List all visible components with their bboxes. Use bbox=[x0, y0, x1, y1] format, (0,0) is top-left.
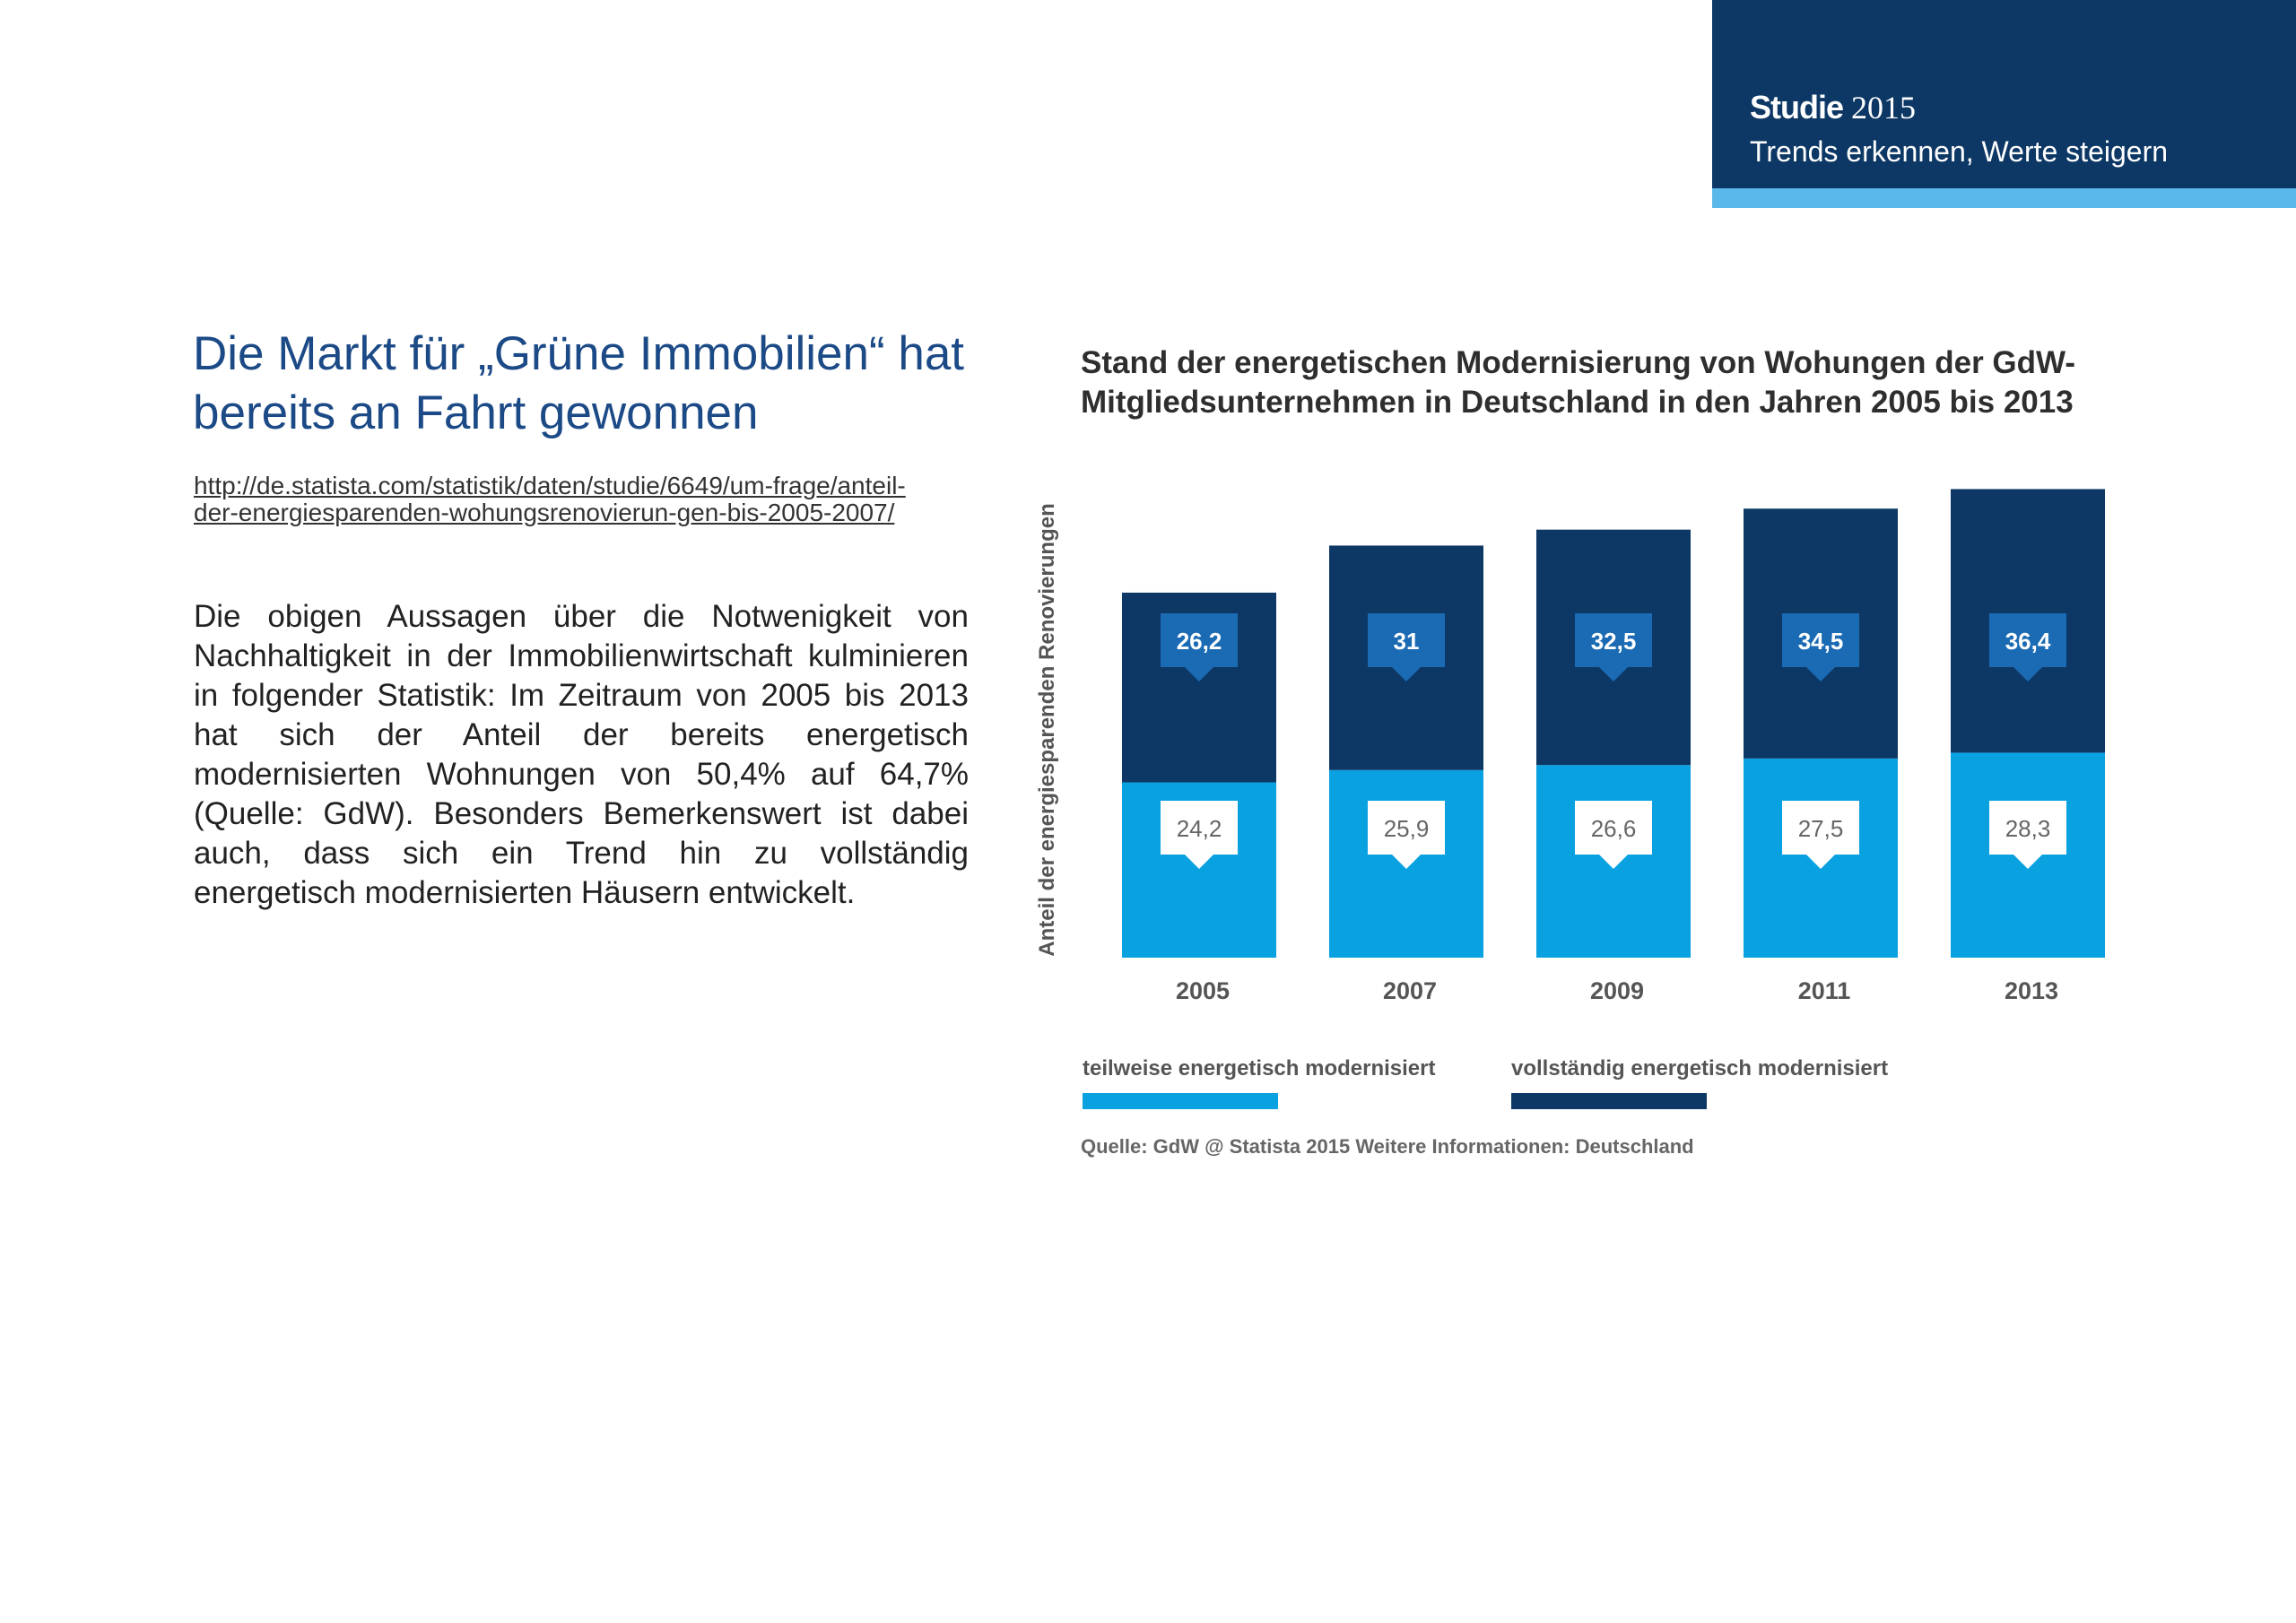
stacked-bar-chart: Anteil der energiesparenden Renovierunge… bbox=[1035, 489, 2105, 1004]
data-label-full-2013-text: 36,4 bbox=[2005, 628, 2051, 655]
x-tick-2009: 2009 bbox=[1590, 977, 1644, 1004]
y-axis-label: Anteil der energiesparenden Renovierunge… bbox=[1035, 503, 1059, 956]
chart-source: Quelle: GdW @ Statista 2015 Weitere Info… bbox=[1081, 1135, 1694, 1158]
data-label-partial-2013-text: 28,3 bbox=[2005, 815, 2051, 842]
data-label-full-2005-box bbox=[1161, 613, 1238, 681]
study-title-year: 2015 bbox=[1851, 90, 1917, 126]
data-label-full-2009-text: 32,5 bbox=[1591, 628, 1637, 655]
page-headline: Die Markt für „Grüne Immobilien“ hat ber… bbox=[193, 327, 965, 439]
data-label-partial-2007-text: 25,9 bbox=[1384, 815, 1430, 842]
x-tick-2013: 2013 bbox=[2005, 977, 2058, 1004]
data-label-partial-2013-box bbox=[1989, 801, 2066, 869]
brand-accent-stripe bbox=[1712, 188, 2296, 208]
data-label-full-2011-text: 34,5 bbox=[1798, 628, 1844, 655]
data-label-partial-2011-text: 27,5 bbox=[1798, 815, 1844, 842]
data-label-partial-2005-box bbox=[1161, 801, 1238, 869]
study-subtitle: Trends erkennen, Werte steigern bbox=[1750, 135, 2169, 168]
data-label-full-2009-box bbox=[1575, 613, 1652, 681]
x-tick-2007: 2007 bbox=[1383, 977, 1437, 1004]
data-label-partial-2005-text: 24,2 bbox=[1177, 815, 1222, 842]
x-tick-2005: 2005 bbox=[1176, 977, 1230, 1004]
body-paragraph: Die obigen Aussagen über die Notwenigkei… bbox=[194, 599, 969, 910]
study-title-bold: Studie bbox=[1750, 89, 1844, 126]
data-label-partial-2007-box bbox=[1368, 801, 1445, 869]
data-label-full-2013-box bbox=[1989, 613, 2066, 681]
legend-label-full: vollständig energetisch modernisiert bbox=[1511, 1056, 1889, 1081]
data-label-full-2005-text: 26,2 bbox=[1177, 628, 1222, 655]
data-label-partial-2009-text: 26,6 bbox=[1591, 815, 1637, 842]
data-label-partial-2009-box bbox=[1575, 801, 1652, 869]
data-label-full-2007-text: 31 bbox=[1394, 628, 1420, 655]
legend-swatch-full bbox=[1511, 1093, 1707, 1109]
data-label-full-2007-box bbox=[1368, 613, 1445, 681]
study-title: Studie 2015 bbox=[1750, 90, 1916, 126]
legend-swatch-partial bbox=[1083, 1093, 1278, 1109]
legend-label-partial: teilweise energetisch modernisiert bbox=[1083, 1056, 1436, 1081]
chart-title: Stand der energetischen Modernisierung v… bbox=[1081, 345, 2076, 420]
data-label-partial-2011-box bbox=[1782, 801, 1859, 869]
study-brand-box: Studie 2015 Trends erkennen, Werte steig… bbox=[1712, 0, 2296, 188]
x-tick-2011: 2011 bbox=[1798, 977, 1851, 1004]
source-link[interactable]: http://de.statista.com/statistik/daten/s… bbox=[194, 472, 906, 526]
data-label-full-2011-box bbox=[1782, 613, 1859, 681]
